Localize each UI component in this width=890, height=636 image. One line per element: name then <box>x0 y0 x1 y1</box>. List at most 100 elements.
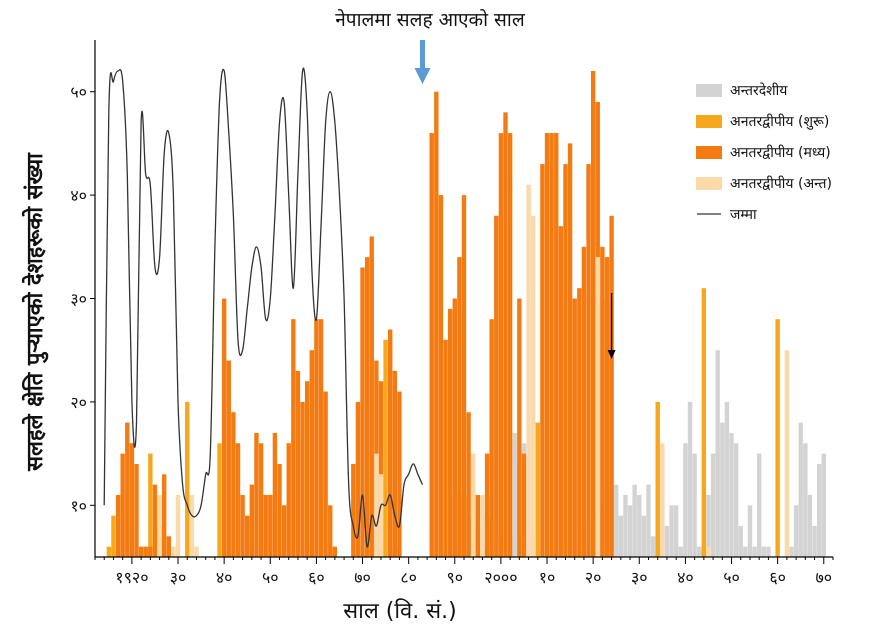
x-tick-label: ९० <box>446 568 463 587</box>
bar-upMid <box>397 391 402 557</box>
bar-upEnd <box>157 494 162 557</box>
bar-upMid <box>521 453 527 557</box>
bar-upMid <box>281 505 287 557</box>
bar-inter <box>697 546 702 557</box>
bar-inter <box>683 443 688 557</box>
bar-upMid <box>277 463 282 557</box>
bar-upMid <box>443 339 448 557</box>
bar-upMid <box>304 381 310 557</box>
bar-upMid <box>143 546 148 557</box>
x-tick-label: ५० <box>262 568 279 587</box>
bar-inter <box>614 484 619 557</box>
legend-label-upMid: अनतरद्वीपीय (मध्य) <box>730 144 831 161</box>
bar-upMid <box>152 484 158 557</box>
bar-upMid <box>129 443 135 557</box>
bar-upMid <box>328 505 333 557</box>
bar-upMid <box>558 226 564 557</box>
bar-upStart <box>217 443 222 557</box>
x-tick-label: २० <box>585 568 602 587</box>
bar-upMid <box>300 401 305 557</box>
bar-upMid <box>364 257 370 557</box>
y-tick-label: २० <box>70 393 87 412</box>
bar-inter <box>627 505 633 557</box>
bar-upMid <box>226 360 231 557</box>
bar-inter <box>632 484 637 557</box>
annotation-layer <box>414 40 616 359</box>
bar-upMid <box>489 319 494 557</box>
bar-upMid <box>166 536 171 557</box>
legend-label-upStart: अनतरद्वीपीय (शुरू) <box>730 113 829 130</box>
bar-upMid <box>245 515 250 557</box>
bar-inter <box>743 546 748 557</box>
bar-upMid <box>581 246 587 558</box>
bar-upStart <box>111 515 116 557</box>
bar-inter <box>673 505 679 557</box>
bar-inter <box>512 432 517 557</box>
bar-upMid <box>314 319 319 557</box>
bar-inter <box>747 505 753 557</box>
total-line-layer <box>103 67 424 548</box>
bar-inter <box>669 505 674 557</box>
bar-upMid <box>162 474 167 557</box>
bar-upMid <box>567 143 573 557</box>
bar-upMid <box>544 133 550 557</box>
annotation-text: नेपालमा सलह आएको साल <box>335 8 526 31</box>
bar-upMid <box>434 91 439 557</box>
bar-upMid <box>461 195 467 557</box>
x-tick-label: ७० <box>815 568 832 587</box>
bar-inter <box>733 443 739 557</box>
bar-upMid <box>134 463 139 557</box>
bar-upMid <box>351 463 356 557</box>
bar-upMid <box>572 298 577 557</box>
bar-upMid <box>554 133 559 557</box>
legend-swatch-upStart <box>696 115 722 128</box>
bar-upEnd <box>531 215 536 557</box>
bar-upEnd <box>706 546 711 557</box>
bar-inter <box>803 443 808 557</box>
bar-inter <box>678 546 683 557</box>
bar-upMid <box>125 422 130 557</box>
bar-upMid <box>503 112 508 557</box>
y-tick-label: १० <box>70 496 87 515</box>
bar-upMid <box>540 164 545 557</box>
bar-upEnd <box>660 443 665 557</box>
bar-inter <box>623 494 628 557</box>
bar-upMid <box>457 257 462 557</box>
x-tick-label: ७० <box>354 568 371 587</box>
bar-upMid <box>466 412 471 557</box>
bar-upMid <box>429 133 434 557</box>
bar-upMid <box>549 133 554 557</box>
bar-upMid <box>295 370 301 557</box>
bar-upMid <box>120 453 125 557</box>
y-tick-label: ५० <box>70 83 87 102</box>
bar-inter <box>793 505 799 557</box>
bar-upMid <box>563 164 568 557</box>
bar-inter <box>706 494 711 557</box>
bar-inter <box>692 453 697 557</box>
x-tick-label: ४० <box>677 568 694 587</box>
y-tick-label: ४० <box>70 186 87 205</box>
bar-upMid <box>323 391 328 557</box>
bar-inter <box>789 546 794 557</box>
x-tick-label: १९२० <box>115 568 148 587</box>
bar-upMid <box>392 370 397 557</box>
bar-upStart <box>535 422 540 557</box>
bar-upEnd <box>471 453 476 557</box>
x-tick-label: ६० <box>308 568 325 587</box>
bar-upMid <box>263 494 268 557</box>
bar-upMid <box>249 484 255 557</box>
x-tick-label: २००० <box>484 568 517 587</box>
bar-inter <box>738 525 743 557</box>
bar-upMid <box>235 443 241 557</box>
legend: अन्तरदेशीय अनतरद्वीपीय (शुरू) अनतरद्वीपीय … <box>696 82 832 223</box>
bar-inter <box>798 422 803 557</box>
bar-inter <box>816 463 822 557</box>
bar-upMid <box>604 257 610 557</box>
bar-upMid <box>590 71 596 558</box>
bar-upMid <box>240 494 245 557</box>
bar-upMid <box>609 215 614 557</box>
bar-upMid <box>507 133 513 557</box>
bar-inter <box>715 350 720 557</box>
bar-inter <box>729 432 734 557</box>
